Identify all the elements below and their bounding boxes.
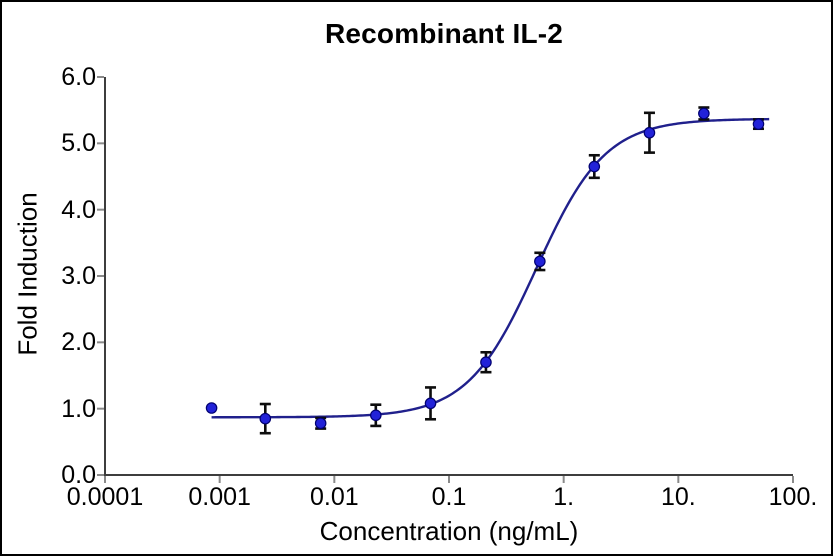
x-tick-label: 1. bbox=[553, 483, 575, 511]
y-tick-label: 4.0 bbox=[61, 195, 96, 224]
x-tick-label: 0.01 bbox=[309, 483, 359, 511]
chart-title: Recombinant IL-2 bbox=[324, 18, 564, 49]
data-point bbox=[480, 356, 492, 369]
y-tick-label: 1.0 bbox=[61, 394, 96, 423]
data-point bbox=[588, 160, 601, 173]
data-point bbox=[370, 409, 382, 422]
data-point bbox=[205, 402, 218, 414]
fit-curve bbox=[211, 117, 770, 419]
data-point bbox=[698, 107, 710, 120]
data-point bbox=[534, 255, 546, 268]
x-tick-label: 0.0001 bbox=[66, 483, 144, 511]
y-tick-label: 6.0 bbox=[61, 63, 96, 91]
x-tick-label: 0.001 bbox=[188, 483, 251, 511]
x-tick-label: 100. bbox=[768, 483, 818, 511]
data-point bbox=[643, 126, 656, 139]
data-point bbox=[752, 118, 765, 130]
y-tick-label: 2.0 bbox=[61, 328, 96, 357]
data-point bbox=[259, 412, 272, 425]
x-tick-label: 0.1 bbox=[431, 483, 467, 511]
data-point bbox=[424, 397, 437, 410]
x-tick-label: 10. bbox=[660, 483, 696, 511]
y-tick-label: 0.0 bbox=[61, 461, 96, 489]
data-point bbox=[314, 417, 327, 430]
y-tick-label: 3.0 bbox=[61, 262, 96, 290]
y-tick-label: 5.0 bbox=[61, 129, 96, 158]
x-axis-title: Concentration (ng/mL) bbox=[319, 516, 579, 546]
